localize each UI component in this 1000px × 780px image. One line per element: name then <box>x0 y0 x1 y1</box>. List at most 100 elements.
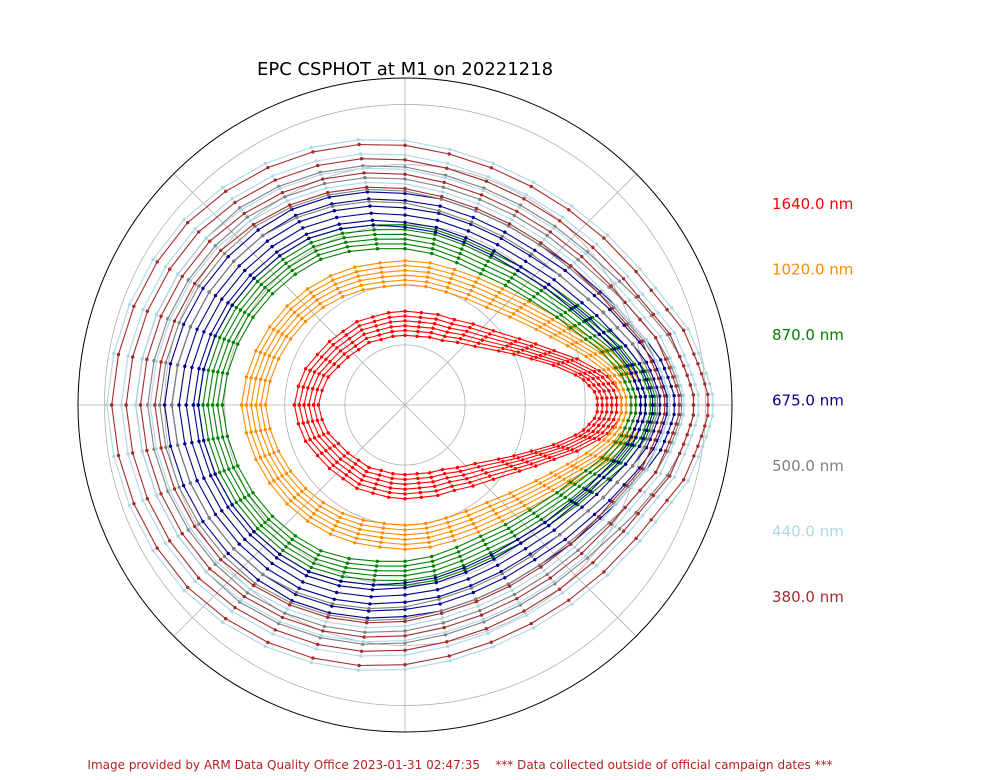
data-point <box>191 403 196 407</box>
data-point <box>249 376 253 380</box>
data-point <box>530 554 534 558</box>
data-point <box>529 449 534 453</box>
data-point <box>601 310 605 315</box>
data-point <box>672 475 677 479</box>
data-point <box>263 285 267 290</box>
data-point <box>256 578 260 582</box>
data-point <box>481 617 485 622</box>
data-point <box>307 403 311 407</box>
data-point <box>653 368 657 372</box>
data-point <box>658 439 662 443</box>
data-point <box>703 424 707 428</box>
data-point <box>230 609 234 613</box>
data-point <box>177 321 181 325</box>
data-point <box>466 577 470 581</box>
data-point <box>243 310 247 315</box>
series-line <box>317 404 598 476</box>
data-point <box>193 227 197 231</box>
data-point <box>576 258 580 262</box>
data-point <box>627 298 632 302</box>
data-point <box>340 231 345 235</box>
data-point <box>648 420 652 424</box>
data-point <box>602 330 606 335</box>
data-point <box>458 337 463 341</box>
data-point <box>403 237 407 241</box>
data-point <box>483 263 488 268</box>
data-point <box>379 540 383 544</box>
data-point <box>608 328 613 332</box>
data-point <box>558 475 562 479</box>
data-point <box>362 474 366 478</box>
data-point <box>506 526 511 531</box>
data-point <box>592 369 597 374</box>
data-point <box>316 163 320 168</box>
data-point <box>640 466 644 471</box>
data-point <box>186 220 190 225</box>
data-point <box>226 505 230 509</box>
data-point <box>661 376 665 380</box>
data-point <box>403 605 407 609</box>
data-point <box>321 629 325 633</box>
data-point <box>379 337 383 342</box>
data-point <box>446 520 450 525</box>
data-point <box>140 357 144 361</box>
data-point <box>549 471 553 475</box>
data-point <box>547 350 552 355</box>
data-point <box>431 242 436 246</box>
data-point <box>434 489 438 493</box>
data-point <box>626 418 630 423</box>
data-point <box>356 668 360 672</box>
data-point <box>623 426 627 430</box>
data-point <box>278 186 282 191</box>
data-point <box>403 263 407 268</box>
data-point <box>290 268 294 273</box>
data-point <box>654 336 658 340</box>
data-point <box>419 311 423 315</box>
data-point <box>320 388 324 393</box>
data-point <box>485 500 489 505</box>
data-point <box>651 403 655 407</box>
data-point <box>248 587 253 591</box>
data-point <box>359 152 363 156</box>
data-point <box>682 354 687 358</box>
data-point <box>601 517 605 521</box>
data-point <box>168 362 173 366</box>
data-point <box>324 620 328 624</box>
data-point <box>356 348 361 352</box>
data-point <box>112 351 116 356</box>
data-point <box>312 294 316 298</box>
data-point <box>573 482 577 486</box>
data-point <box>364 469 369 474</box>
data-point <box>168 539 172 543</box>
data-point <box>177 403 181 407</box>
data-point <box>105 403 109 407</box>
data-point <box>141 307 145 312</box>
data-point <box>692 454 696 458</box>
data-point <box>381 526 385 530</box>
data-point <box>445 330 449 334</box>
data-point <box>530 252 534 256</box>
data-point <box>204 236 208 240</box>
data-point <box>666 375 670 380</box>
data-point <box>344 566 348 570</box>
legend-entry: 380.0 nm <box>772 588 844 606</box>
data-point <box>557 219 562 223</box>
data-point <box>623 505 627 510</box>
data-point <box>293 272 297 276</box>
data-point <box>525 346 529 350</box>
data-point <box>368 602 372 606</box>
data-point <box>608 478 613 482</box>
data-point <box>679 393 683 398</box>
data-point <box>403 477 407 482</box>
data-point <box>451 272 455 276</box>
data-point <box>529 462 534 466</box>
angular-gridline-3 <box>173 173 406 406</box>
data-point <box>336 519 340 524</box>
data-point <box>636 419 640 423</box>
data-point <box>363 176 367 180</box>
data-point <box>638 317 642 322</box>
data-point <box>489 166 493 170</box>
data-point <box>643 411 647 416</box>
data-point <box>206 438 211 442</box>
data-point <box>435 588 440 592</box>
